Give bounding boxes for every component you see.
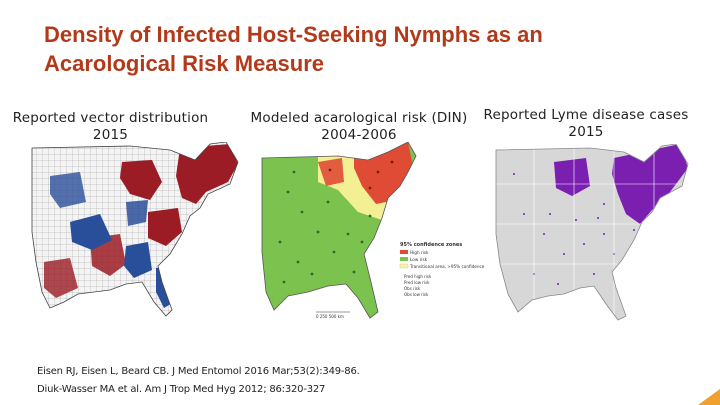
legend-marker-2: Pred low risk <box>404 280 430 285</box>
caption-line-2: 2004-2006 <box>321 127 397 143</box>
caption-line-2: 2015 <box>92 127 129 143</box>
legend-swatch-low <box>400 257 408 261</box>
panel-caption-risk: Modeled acarological risk (DIN) 2004-200… <box>245 110 473 144</box>
vector-map-region <box>32 142 238 316</box>
legend-item-high: High risk <box>410 250 429 255</box>
scale-label: 0 250 500 km <box>316 314 344 319</box>
legend-marker-1: Pred high risk <box>404 274 432 279</box>
risk-markers <box>328 160 394 190</box>
us-east-lyme-cases-map <box>494 144 690 322</box>
southeast-reported-area <box>124 242 152 278</box>
risk-legend: 95% confidence zones High risk Low risk … <box>316 242 485 319</box>
caption-line-1: Reported vector distribution <box>12 110 209 126</box>
caption-line-1: Modeled acarological risk (DIN) <box>250 110 468 126</box>
legend-item-low: Low risk <box>410 257 428 262</box>
site-markers <box>278 170 372 284</box>
caption-line-2: 2015 <box>568 124 604 140</box>
panel-caption-vector: Reported vector distribution 2015 <box>8 110 213 144</box>
us-east-vector-map <box>31 142 239 317</box>
midatlantic-established-area <box>148 208 182 246</box>
upper-midwest-high-risk <box>318 158 344 186</box>
caption-line-1: Reported Lyme disease cases <box>483 107 689 123</box>
risk-map-region <box>262 142 416 318</box>
slide-title-line-1: Density of Infected Host-Seeking Nymphs … <box>44 22 543 47</box>
slide-title-line-2: Acarological Risk Measure <box>44 51 325 76</box>
legend-item-transitional: Transitional area, >95% confidence <box>409 264 485 269</box>
ohio-reported-area <box>126 200 148 226</box>
legend-swatch-transitional <box>399 263 409 269</box>
citation-2: Diuk-Wasser MA et al. Am J Trop Med Hyg … <box>37 384 326 395</box>
panel-caption-cases: Reported Lyme disease cases 2015 <box>480 107 692 141</box>
legend-swatch-high <box>400 250 408 254</box>
corner-accent <box>698 389 720 405</box>
legend-title: 95% confidence zones <box>400 242 462 248</box>
citation-1: Eisen RJ, Eisen L, Beard CB. J Med Entom… <box>37 366 360 377</box>
scattered-cases <box>513 173 635 295</box>
upper-midwest-case-cluster <box>554 158 590 196</box>
upper-midwest-established-area <box>120 160 162 200</box>
us-east-risk-model-map: 95% confidence zones High risk Low risk … <box>261 142 485 319</box>
citations: Eisen RJ, Eisen L, Beard CB. J Med Entom… <box>37 363 360 399</box>
legend-marker-3: Obs risk <box>404 286 421 291</box>
central-reported-area <box>70 214 112 250</box>
legend-marker-4: Obs low risk <box>404 292 429 297</box>
slide-title: Density of Infected Host-Seeking Nymphs … <box>44 20 644 78</box>
plains-reported-area <box>50 172 86 208</box>
texas-established-area <box>44 258 78 298</box>
